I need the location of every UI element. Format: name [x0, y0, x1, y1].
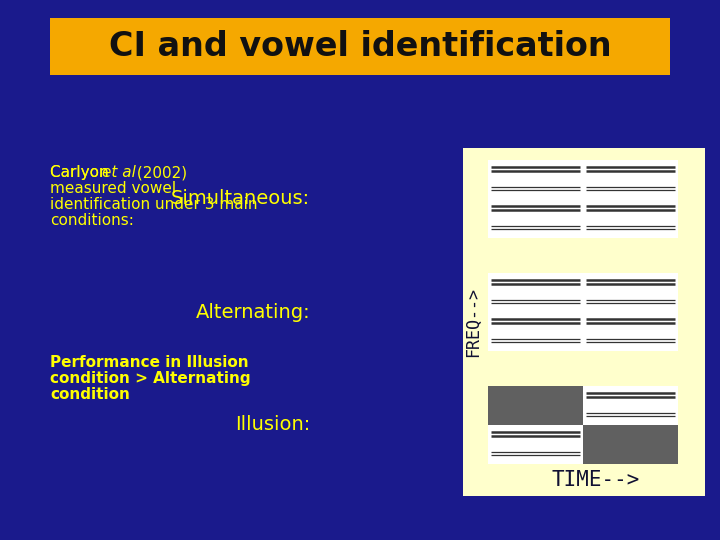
- Text: measured vowel: measured vowel: [50, 181, 176, 196]
- Text: condition: condition: [50, 387, 130, 402]
- Text: Performance in Illusion: Performance in Illusion: [50, 355, 248, 370]
- Text: (2002): (2002): [132, 165, 187, 180]
- Text: TIME-->: TIME-->: [552, 470, 640, 490]
- Text: Simultaneous:: Simultaneous:: [171, 190, 310, 208]
- Text: condition > Alternating: condition > Alternating: [50, 371, 251, 386]
- Text: Illusion:: Illusion:: [235, 415, 310, 435]
- Bar: [583, 199, 678, 238]
- Bar: [488, 312, 583, 351]
- Bar: [488, 273, 583, 312]
- Bar: [583, 425, 678, 464]
- Bar: [583, 273, 678, 312]
- Bar: [463, 148, 705, 496]
- Text: conditions:: conditions:: [50, 213, 134, 228]
- Bar: [583, 386, 678, 425]
- Text: et al: et al: [102, 165, 136, 180]
- Bar: [488, 425, 583, 464]
- Text: FREQ-->: FREQ-->: [464, 287, 482, 357]
- Bar: [50, 18, 670, 75]
- Bar: [488, 160, 583, 199]
- Bar: [583, 160, 678, 199]
- Bar: [488, 199, 583, 238]
- Text: identification under 3 main: identification under 3 main: [50, 197, 258, 212]
- Bar: [583, 312, 678, 351]
- Text: CI and vowel identification: CI and vowel identification: [109, 30, 611, 63]
- Text: Carlyon: Carlyon: [50, 165, 114, 180]
- Text: Alternating:: Alternating:: [195, 302, 310, 321]
- Text: Carlyon: Carlyon: [50, 165, 114, 180]
- Bar: [488, 386, 583, 425]
